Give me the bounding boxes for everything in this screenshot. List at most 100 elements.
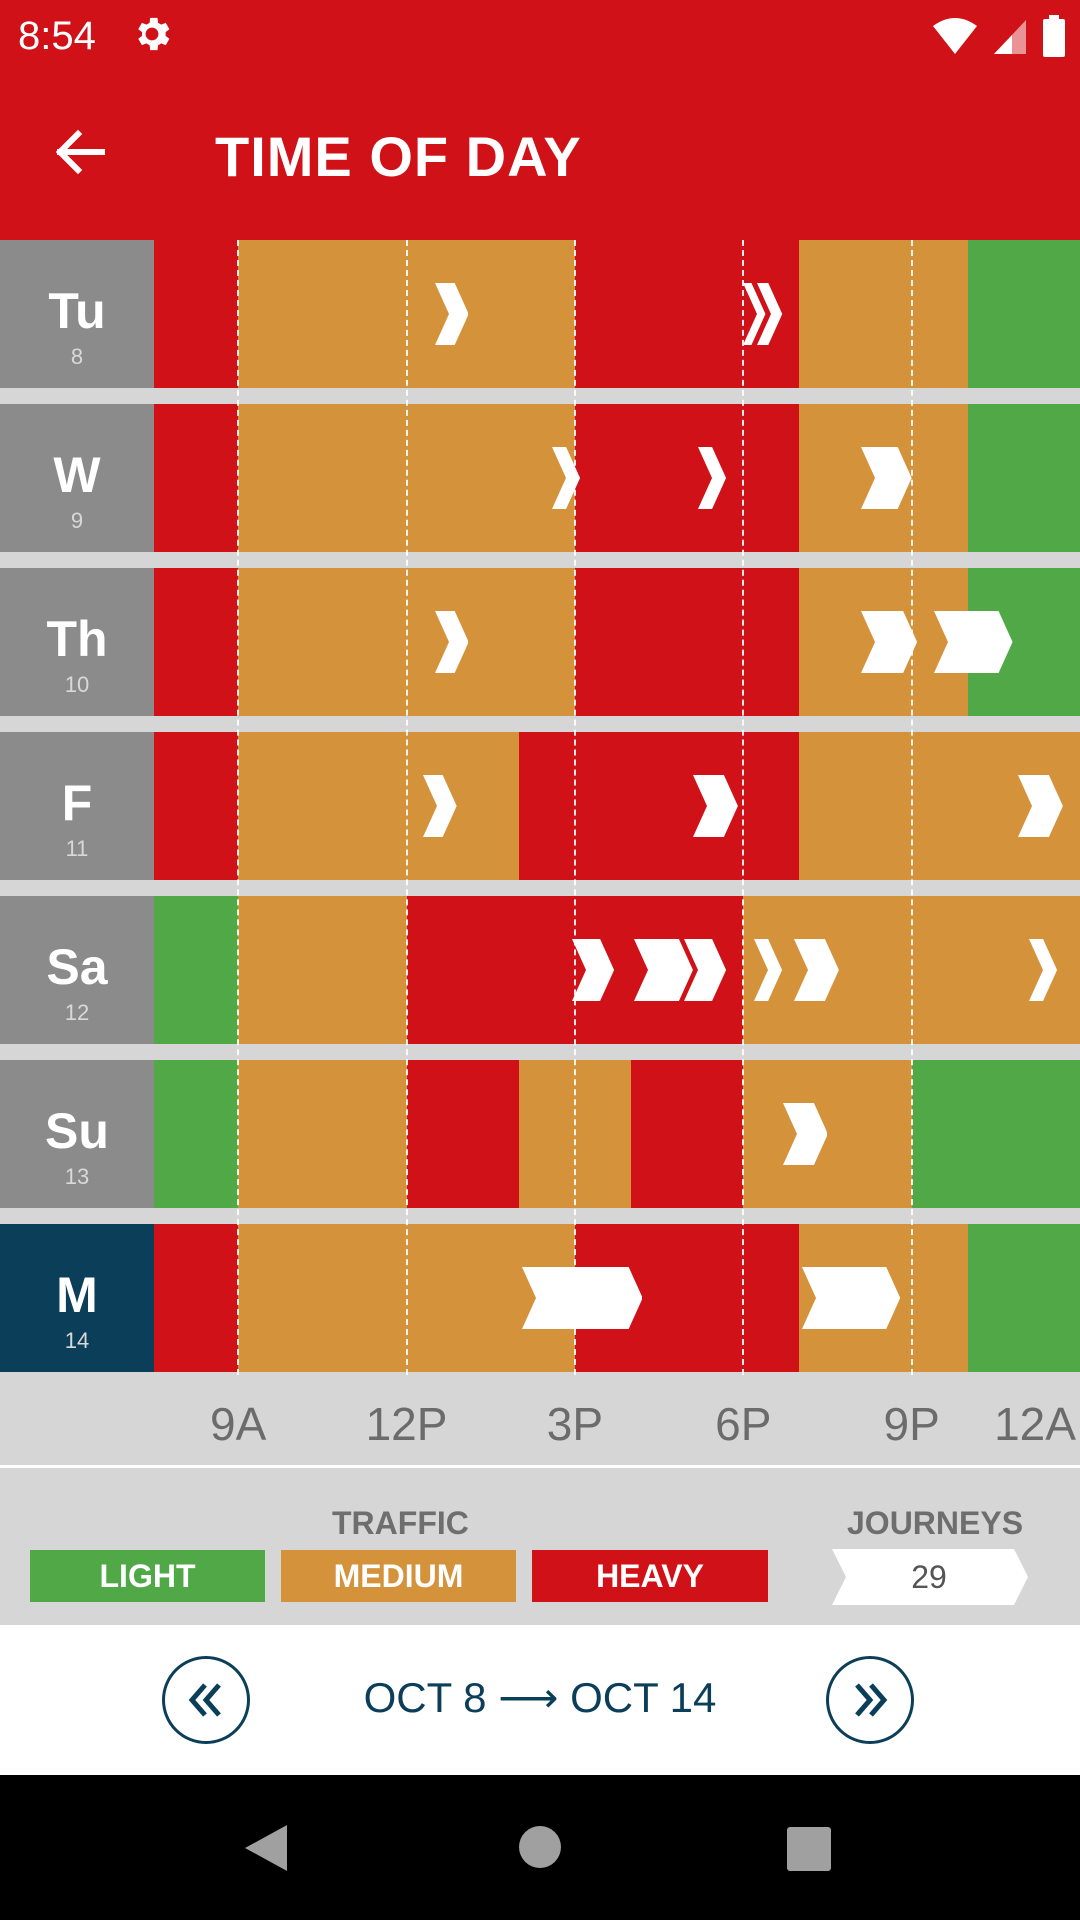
day-label-tu: Tu 8: [0, 240, 154, 388]
traffic-segment-heavy: [574, 568, 800, 716]
journey-chevron-icon[interactable]: [1018, 732, 1064, 880]
range-end: OCT 14: [570, 1674, 717, 1721]
day-row: Th 10: [0, 568, 1080, 716]
legend-light: LIGHT: [30, 1550, 265, 1602]
journey-chevron-icon[interactable]: [743, 240, 766, 388]
gridline: [405, 240, 408, 1375]
day-label-th: Th 10: [0, 568, 154, 716]
journey-chevron-icon[interactable]: [802, 1224, 901, 1372]
day-row: Tu 8: [0, 240, 1080, 388]
range-arrow-icon: ⟶: [498, 1674, 559, 1721]
journey-chevron-icon[interactable]: [877, 404, 912, 552]
gridline: [237, 240, 240, 1375]
day-label-sa: Sa 12: [0, 896, 154, 1044]
traffic-segment-heavy: [154, 568, 239, 716]
journey-chevron-icon[interactable]: [1029, 896, 1058, 1044]
traffic-segment-heavy: [154, 1224, 239, 1372]
traffic-legend-title: TRAFFIC: [332, 1505, 469, 1541]
time-axis: 9A 12P 3P 6P 9P 12A: [0, 1375, 1080, 1465]
wifi-icon: [933, 18, 977, 54]
traffic-segment-heavy: [631, 1060, 744, 1208]
status-time: 8:54: [18, 14, 96, 58]
tick-label: 3P: [546, 1398, 604, 1450]
day-name: F: [61, 775, 93, 831]
day-label-su: Su 13: [0, 1060, 154, 1208]
journey-chevron-icon[interactable]: [572, 896, 615, 1044]
journey-chevron-icon[interactable]: [934, 568, 1013, 716]
day-date: 9: [70, 508, 84, 533]
day-row: Sa 12: [0, 896, 1080, 1044]
traffic-heatmap: Tu 8 W 9 Th 10 F 11 Sa 12 Su 13 M 14: [0, 240, 1080, 1375]
traffic-segment-light: [154, 896, 239, 1044]
day-date: 14: [64, 1328, 90, 1353]
gridline: [573, 240, 576, 1375]
day-date: 8: [70, 344, 84, 369]
traffic-segment-heavy: [154, 240, 239, 388]
journey-chevron-icon[interactable]: [782, 1060, 828, 1208]
journey-chevron-icon[interactable]: [793, 896, 839, 1044]
nav-back-icon[interactable]: [243, 1823, 289, 1873]
journey-chevron-icon[interactable]: [521, 1224, 643, 1372]
traffic-segment-medium: [238, 1060, 407, 1208]
status-bar: 8:54: [0, 0, 1080, 72]
double-chevron-right-icon: [855, 1683, 888, 1717]
gridline: [742, 240, 745, 1375]
traffic-segment-heavy: [518, 732, 800, 880]
traffic-segment-heavy: [154, 404, 239, 552]
journey-chevron-icon[interactable]: [861, 568, 918, 716]
journey-chevron-icon[interactable]: [754, 896, 783, 1044]
day-name: Sa: [46, 939, 108, 995]
journey-chevron-icon[interactable]: [633, 896, 693, 1044]
gridline: [910, 240, 913, 1375]
day-row: M 14: [0, 1224, 1080, 1372]
tick-label: 12P: [365, 1398, 448, 1450]
date-range-label: OCT 8 ⟶ OCT 14: [0, 1673, 1080, 1722]
traffic-segment-light: [911, 1060, 1080, 1208]
next-week-button[interactable]: [826, 1656, 914, 1744]
traffic-segment-heavy: [574, 404, 800, 552]
journey-chevron-icon[interactable]: [757, 240, 783, 388]
system-nav-bar: [0, 1775, 1080, 1920]
previous-week-button[interactable]: [162, 1656, 250, 1744]
journey-chevron-badge: [832, 1549, 1028, 1605]
journey-chevron-icon[interactable]: [692, 732, 738, 880]
day-date: 13: [64, 1164, 90, 1189]
traffic-segment-medium: [743, 1060, 912, 1208]
tick-label: 9A: [210, 1398, 267, 1450]
journeys-count: 29: [911, 1559, 947, 1595]
gear-icon: [138, 17, 170, 51]
day-name: M: [56, 1267, 98, 1323]
journeys-legend-title: JOURNEYS: [847, 1505, 1024, 1541]
day-name: Tu: [48, 283, 106, 339]
nav-recents-icon[interactable]: [787, 1827, 831, 1871]
legend: TRAFFIC LIGHT MEDIUM HEAVY JOURNEYS 29: [0, 1465, 1080, 1625]
journey-chevron-icon[interactable]: [698, 404, 727, 552]
journey-chevron-icon[interactable]: [423, 732, 458, 880]
day-name: Th: [46, 611, 108, 667]
range-start: OCT 8: [363, 1674, 487, 1721]
legend-heavy: HEAVY: [532, 1550, 768, 1602]
journey-chevron-icon[interactable]: [434, 240, 469, 388]
tick-label: 9P: [883, 1398, 940, 1450]
app-bar: TIME OF DAY: [0, 72, 1080, 240]
day-row: F 11: [0, 732, 1080, 880]
double-chevron-left-icon: [188, 1683, 221, 1717]
traffic-segment-light: [967, 404, 1080, 552]
nav-home-icon[interactable]: [518, 1825, 562, 1869]
journey-chevron-icon[interactable]: [552, 404, 581, 552]
traffic-segment-heavy: [406, 1060, 519, 1208]
day-label-m: M 14: [0, 1224, 154, 1372]
back-arrow-icon[interactable]: [50, 122, 110, 182]
page-title: TIME OF DAY: [215, 125, 582, 188]
cell-signal-icon: [994, 20, 1026, 54]
day-date: 11: [65, 836, 89, 861]
day-row: Su 13: [0, 1060, 1080, 1208]
traffic-segment-light: [154, 1060, 239, 1208]
journey-chevron-icon[interactable]: [434, 568, 469, 716]
traffic-segment-medium: [799, 240, 968, 388]
day-date: 10: [64, 672, 90, 697]
journey-chevron-icon[interactable]: [684, 896, 727, 1044]
day-label-f: F 11: [0, 732, 154, 880]
